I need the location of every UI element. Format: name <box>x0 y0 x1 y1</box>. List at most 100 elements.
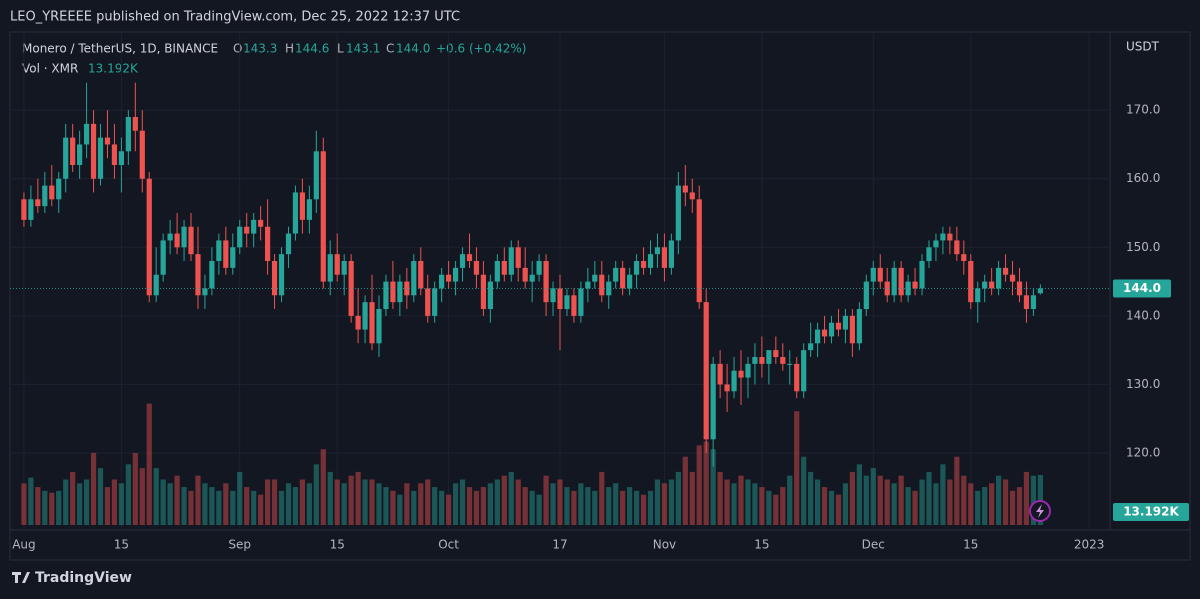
candle-body <box>28 199 34 220</box>
volume-bar <box>1009 490 1016 525</box>
candle-body <box>780 357 786 364</box>
candle-body <box>271 261 278 296</box>
candle-body <box>745 363 751 378</box>
volume-bar <box>452 483 459 525</box>
candle-body <box>139 130 145 179</box>
volume-bar <box>592 490 598 525</box>
volume-bar <box>425 479 431 525</box>
volume-bar <box>599 471 605 525</box>
volume-bar <box>814 479 821 525</box>
candle-body <box>466 254 473 262</box>
volume-bar <box>146 403 152 525</box>
candle-body <box>174 233 180 248</box>
candle-body <box>202 288 208 296</box>
volume-bar <box>334 479 340 525</box>
candle-body <box>592 274 598 282</box>
volume-bar <box>661 483 668 525</box>
volume-bar <box>912 490 918 525</box>
volume-bar <box>341 483 347 525</box>
candle-body <box>348 261 354 316</box>
candle-body <box>223 240 229 268</box>
volume-bar <box>919 479 925 525</box>
volume-bar <box>905 487 911 525</box>
volume-bar <box>160 479 166 525</box>
volume-bar <box>564 487 570 525</box>
volume-bar <box>947 479 953 525</box>
volume-bar <box>494 479 500 525</box>
candle-body <box>237 226 243 248</box>
candle-body <box>529 274 535 282</box>
volume-bar <box>181 487 187 525</box>
candle-body <box>313 151 319 200</box>
candle-body <box>606 281 612 296</box>
candle-body <box>264 226 271 262</box>
candle-body <box>668 240 674 268</box>
volume-bar <box>738 475 744 525</box>
volume-bar <box>578 483 584 525</box>
y-tick-label: 150.0 <box>1126 240 1160 254</box>
candle-body <box>550 288 556 303</box>
footer: TradingView <box>35 570 132 586</box>
candle-body <box>146 178 152 296</box>
candle-body <box>982 281 988 289</box>
candle-body <box>153 274 159 296</box>
candle-body <box>766 350 772 364</box>
volume-bar <box>223 483 229 525</box>
volume-bar <box>397 494 403 525</box>
candle-body <box>1023 295 1030 310</box>
candle-body <box>111 144 118 166</box>
candle-body <box>278 254 285 296</box>
volume-bar <box>856 464 862 525</box>
y-tick-label: 170.0 <box>1126 103 1160 117</box>
volume-bar <box>188 490 194 525</box>
candle-body <box>842 315 849 330</box>
candle-body <box>258 219 264 227</box>
volume-bar <box>675 471 681 525</box>
volume-bar <box>870 468 876 525</box>
candle-body <box>446 274 452 282</box>
volume-bar <box>327 471 333 525</box>
symbol: Monero / TetherUS, 1D, BINANCE <box>22 42 218 56</box>
candle-body <box>940 233 946 241</box>
volume-bar <box>104 487 111 525</box>
candle-body <box>35 199 41 207</box>
alert-icon-bolt <box>1036 504 1044 518</box>
candle-body <box>188 226 194 255</box>
volume-bar <box>35 487 41 525</box>
volume-bar <box>898 475 904 525</box>
candle-body <box>905 281 911 296</box>
candle-body <box>320 151 326 282</box>
volume-bar <box>668 479 674 525</box>
candle-body <box>21 199 27 220</box>
volume-bar <box>111 479 118 525</box>
volume-bar <box>271 479 278 525</box>
candle-body <box>334 254 340 275</box>
y-tick-label: 120.0 <box>1126 446 1160 460</box>
x-tick-label: 15 <box>963 538 978 552</box>
candle-body <box>487 281 493 310</box>
candle-body <box>703 302 709 440</box>
volume-bar <box>787 475 793 525</box>
ohlc-value: 143.1 <box>346 42 380 56</box>
volume-label-box <box>1113 502 1189 521</box>
volume-bar <box>487 483 493 525</box>
candle-body <box>181 226 187 248</box>
volume-bar <box>954 456 960 525</box>
candle-body <box>1009 274 1016 282</box>
volume-bar <box>418 483 424 525</box>
candle-body <box>1037 288 1043 294</box>
candle-body <box>306 199 312 220</box>
candle-body <box>167 233 173 241</box>
volume-bar <box>49 492 55 525</box>
volume-bar <box>606 487 612 525</box>
volume-bar <box>801 456 807 525</box>
volume-bar <box>251 490 257 525</box>
candle-body <box>752 357 758 364</box>
volume-bar <box>633 490 640 525</box>
candle-body <box>870 267 876 282</box>
volume-bar <box>571 490 577 525</box>
pane-border <box>9 31 1191 561</box>
price-label: 144.0 <box>1123 281 1161 295</box>
volume-bar <box>863 475 869 525</box>
volume-bar <box>230 490 236 525</box>
